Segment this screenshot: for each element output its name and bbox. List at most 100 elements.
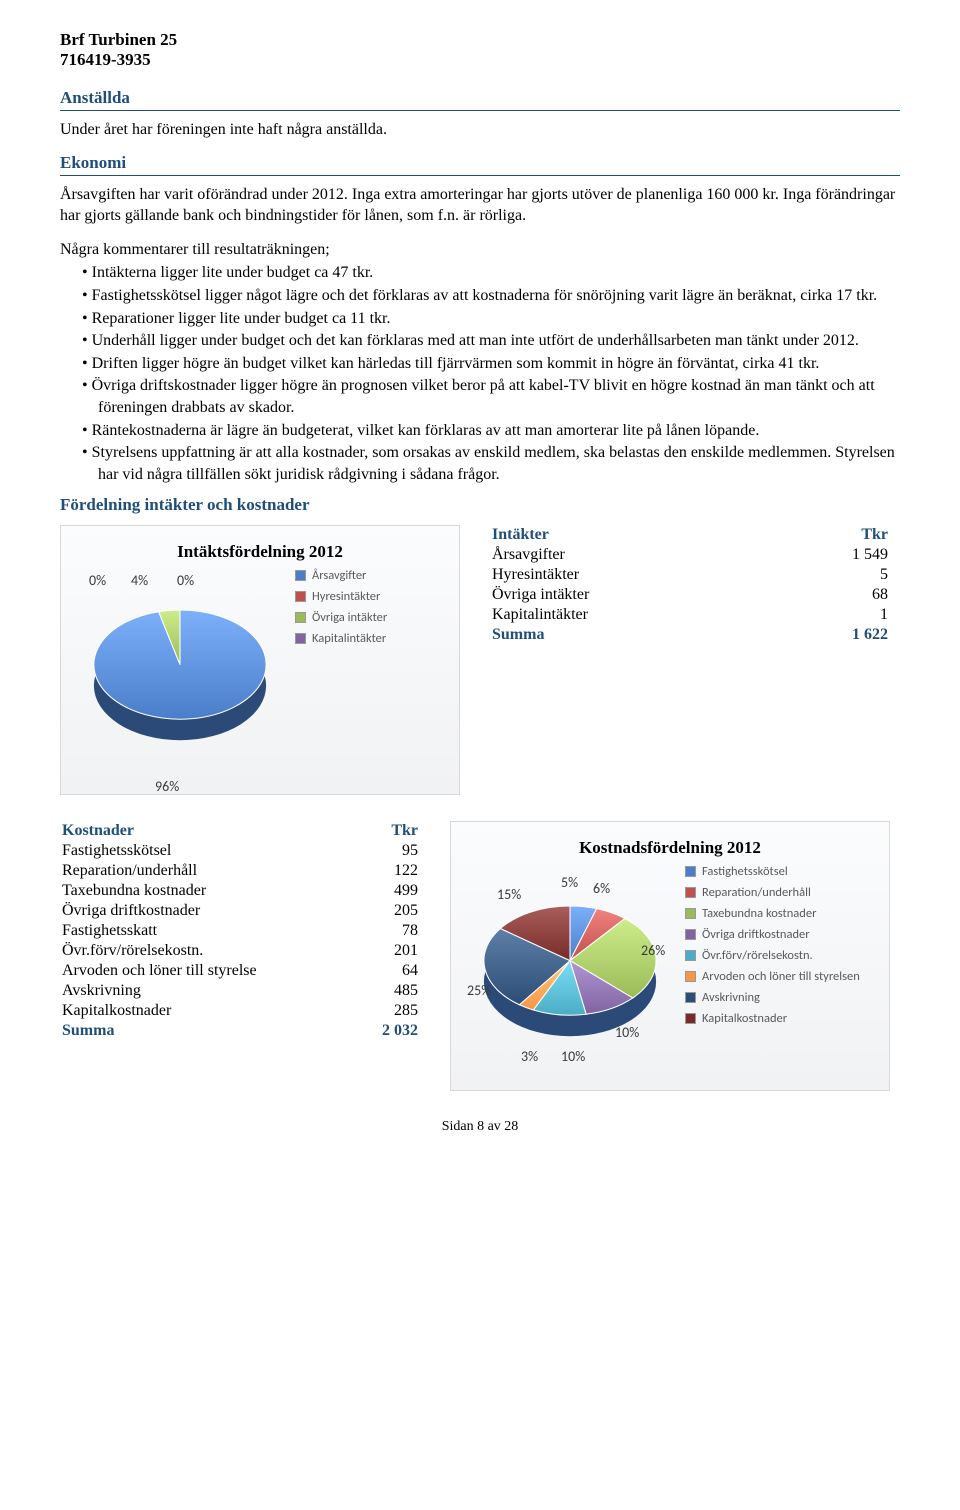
legend-swatch	[685, 971, 696, 982]
kostnader-pie: 15% 5% 6% 26% 10% 10% 3% 25%	[465, 864, 675, 1074]
table-sum: Summa	[60, 1021, 360, 1041]
pie-callout: 96%	[155, 778, 179, 795]
legend-label: Taxebundna kostnader	[702, 906, 816, 921]
pie-callout: 10%	[561, 1048, 585, 1065]
pie-callout: 10%	[615, 1024, 639, 1041]
pie-callout: 0%	[177, 572, 194, 589]
table-cell: 68	[777, 585, 890, 605]
legend-swatch	[295, 570, 306, 581]
pie-callout: 15%	[497, 886, 521, 903]
table-cell: 205	[360, 901, 420, 921]
row-cost: KostnaderTkrFastighetsskötsel95Reparatio…	[60, 821, 900, 1091]
kostnader-chart: Kostnadsfördelning 2012 15% 5% 6% 26% 10% 10%…	[450, 821, 890, 1091]
table-sum: Summa	[490, 625, 777, 645]
table-cell: 485	[360, 981, 420, 1001]
kostnader-chart-title: Kostnadsfördelning 2012	[465, 838, 875, 858]
legend-label: Reparation/underhåll	[702, 885, 811, 900]
legend-item: Övriga driftkostnader	[685, 927, 860, 942]
kommentar-intro: Några kommentarer till resultaträkningen…	[60, 239, 900, 261]
table-cell: Taxebundna kostnader	[60, 881, 360, 901]
bullet-item: Reparationer ligger lite under budget ca…	[82, 308, 900, 330]
legend-label: Avskrivning	[702, 990, 760, 1005]
bullet-item: Driften ligger högre än budget vilket ka…	[82, 353, 900, 375]
table-cell: Reparation/underhåll	[60, 861, 360, 881]
bullet-item: Räntekostnaderna är lägre än budgeterat,…	[82, 420, 900, 442]
legend-label: Arvoden och löner till styrelsen	[702, 969, 860, 984]
table-cell: Avskrivning	[60, 981, 360, 1001]
section-anstallda: Anställda	[60, 88, 900, 111]
intakter-table: IntäkterTkrÅrsavgifter1 549Hyresintäkter…	[490, 525, 890, 645]
table-cell: Kapitalkostnader	[60, 1001, 360, 1021]
legend-item: Övriga intäkter	[295, 610, 387, 625]
legend-label: Fastighetsskötsel	[702, 864, 788, 879]
intakter-pie: 0%4%0%96%	[75, 568, 285, 778]
bullet-item: Styrelsens uppfattning är att alla kostn…	[82, 442, 900, 485]
anstallda-text: Under året har föreningen inte haft någr…	[60, 119, 900, 141]
table-header: Intäkter	[490, 525, 777, 545]
bullet-item: Övriga driftskostnader ligger högre än p…	[82, 375, 900, 418]
table-cell: 499	[360, 881, 420, 901]
legend-item: Arvoden och löner till styrelsen	[685, 969, 860, 984]
bullet-list: Intäkterna ligger lite under budget ca 4…	[60, 262, 900, 485]
table-cell: 285	[360, 1001, 420, 1021]
legend-item: Övr.förv/rörelsekostn.	[685, 948, 860, 963]
table-cell: 1	[777, 605, 890, 625]
pie-callout: 0%	[89, 572, 106, 589]
bullet-item: Intäkterna ligger lite under budget ca 4…	[82, 262, 900, 284]
legend-item: Årsavgifter	[295, 568, 387, 583]
table-header: Kostnader	[60, 821, 360, 841]
legend-label: Övriga driftkostnader	[702, 927, 810, 942]
table-cell: 122	[360, 861, 420, 881]
table-cell: Årsavgifter	[490, 545, 777, 565]
table-cell: Övr.förv/rörelsekostn.	[60, 941, 360, 961]
intakter-legend: Årsavgifter Hyresintäkter Övriga intäkter K…	[295, 568, 387, 652]
legend-label: Kapitalintäkter	[312, 631, 386, 646]
table-cell: 78	[360, 921, 420, 941]
table-cell: Hyresintäkter	[490, 565, 777, 585]
legend-label: Kapitalkostnader	[702, 1011, 787, 1026]
legend-label: Övr.förv/rörelsekostn.	[702, 948, 813, 963]
table-cell: 5	[777, 565, 890, 585]
intakter-chart: Intäktsfördelning 2012 0%4%0%96% Årsavgi…	[60, 525, 460, 795]
legend-swatch	[685, 1013, 696, 1024]
table-cell: 1 549	[777, 545, 890, 565]
row-income: Intäktsfördelning 2012 0%4%0%96% Årsavgi…	[60, 525, 900, 795]
page-header: Brf Turbinen 25 716419-3935	[60, 30, 900, 70]
ekonomi-p1: Årsavgiften har varit oförändrad under 2…	[60, 184, 900, 227]
legend-label: Övriga intäkter	[312, 610, 387, 625]
table-cell: Fastighetsskötsel	[60, 841, 360, 861]
table-sum: 2 032	[360, 1021, 420, 1041]
pie-callout: 5%	[561, 874, 578, 891]
table-cell: 201	[360, 941, 420, 961]
legend-swatch	[295, 612, 306, 623]
org-title: Brf Turbinen 25	[60, 30, 900, 50]
section-ekonomi: Ekonomi	[60, 153, 900, 176]
table-cell: 95	[360, 841, 420, 861]
legend-swatch	[685, 950, 696, 961]
pie-callout: 25%	[467, 982, 491, 999]
bullet-item: Underhåll ligger under budget och det ka…	[82, 330, 900, 352]
kostnader-legend: Fastighetsskötsel Reparation/underhåll Tax…	[685, 864, 860, 1032]
legend-item: Kapitalkostnader	[685, 1011, 860, 1026]
kostnader-table: KostnaderTkrFastighetsskötsel95Reparatio…	[60, 821, 420, 1041]
table-header: Tkr	[360, 821, 420, 841]
legend-item: Reparation/underhåll	[685, 885, 860, 900]
pie-callout: 3%	[521, 1048, 538, 1065]
legend-item: Kapitalintäkter	[295, 631, 387, 646]
section-fordelning: Fördelning intäkter och kostnader	[60, 495, 900, 515]
pie-callout: 4%	[131, 572, 148, 589]
table-cell: Övriga driftkostnader	[60, 901, 360, 921]
legend-item: Taxebundna kostnader	[685, 906, 860, 921]
pie-callout: 26%	[641, 942, 665, 959]
legend-item: Hyresintäkter	[295, 589, 387, 604]
table-cell: Kapitalintäkter	[490, 605, 777, 625]
table-sum: 1 622	[777, 625, 890, 645]
bullet-item: Fastighetsskötsel ligger något lägre och…	[82, 285, 900, 307]
legend-item: Fastighetsskötsel	[685, 864, 860, 879]
legend-item: Avskrivning	[685, 990, 860, 1005]
pie-callout: 6%	[593, 880, 610, 897]
legend-swatch	[295, 633, 306, 644]
legend-label: Hyresintäkter	[312, 589, 380, 604]
legend-label: Årsavgifter	[312, 568, 366, 583]
legend-swatch	[685, 866, 696, 877]
